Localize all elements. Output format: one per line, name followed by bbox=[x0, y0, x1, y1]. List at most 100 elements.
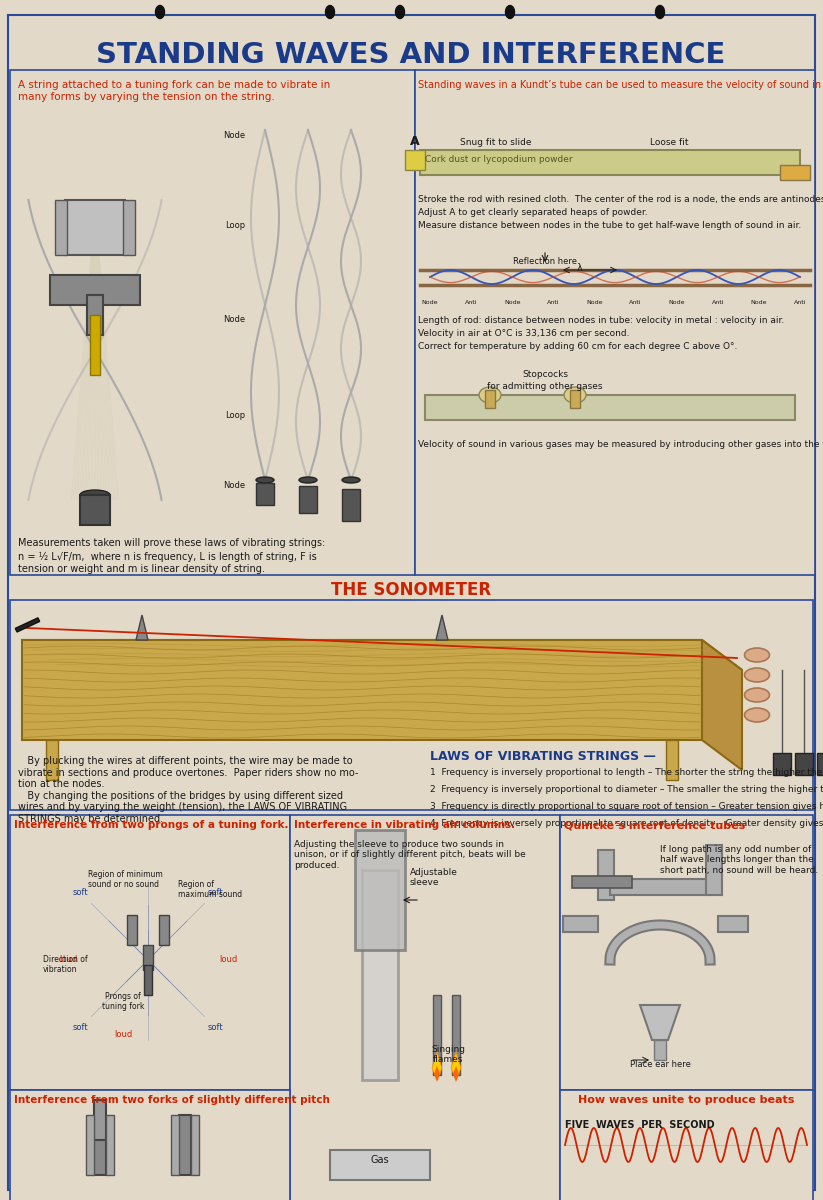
Bar bbox=[16, 618, 40, 632]
Text: Stopcocks: Stopcocks bbox=[522, 370, 568, 379]
Text: Anti: Anti bbox=[630, 300, 642, 305]
Ellipse shape bbox=[299, 476, 317, 482]
Bar bbox=[452, 995, 460, 1075]
Text: Node: Node bbox=[668, 300, 685, 305]
Text: loud: loud bbox=[219, 955, 237, 965]
Text: Correct for temperature by adding 60 cm for each degree C above O°.: Correct for temperature by adding 60 cm … bbox=[418, 342, 737, 350]
Polygon shape bbox=[22, 640, 702, 740]
Text: Direction of
vibration: Direction of vibration bbox=[43, 955, 87, 974]
Text: Adjustable
sleeve: Adjustable sleeve bbox=[410, 868, 458, 888]
Bar bbox=[50, 275, 140, 305]
Text: How waves unite to produce beats: How waves unite to produce beats bbox=[578, 1094, 794, 1105]
Ellipse shape bbox=[745, 648, 770, 662]
Text: Measure distance between nodes in the tube to get half-wave length of sound in a: Measure distance between nodes in the tu… bbox=[418, 221, 802, 230]
Bar bbox=[654, 1040, 666, 1060]
Text: for admitting other gases: for admitting other gases bbox=[487, 382, 602, 391]
Text: 4  Frequency is inversely proportional to square root of density – Greater densi: 4 Frequency is inversely proportional to… bbox=[430, 818, 823, 828]
Text: LAWS OF VIBRATING STRINGS —: LAWS OF VIBRATING STRINGS — bbox=[430, 750, 656, 763]
Text: Gas: Gas bbox=[370, 1154, 389, 1165]
Polygon shape bbox=[436, 614, 448, 640]
Text: Reflection here: Reflection here bbox=[513, 257, 577, 266]
Text: FIVE  WAVES  PER  SECOND: FIVE WAVES PER SECOND bbox=[565, 1120, 714, 1130]
Text: Anti: Anti bbox=[547, 300, 560, 305]
Text: soft: soft bbox=[73, 888, 89, 898]
Bar bbox=[405, 150, 425, 170]
Bar bbox=[598, 850, 614, 900]
Bar bbox=[171, 1115, 179, 1175]
Polygon shape bbox=[702, 640, 742, 770]
Bar bbox=[290, 815, 560, 1200]
Bar bbox=[10, 815, 290, 1090]
Bar bbox=[706, 845, 722, 895]
Text: Loose fit: Loose fit bbox=[650, 138, 689, 146]
Text: Interference from two prongs of a tuning fork.: Interference from two prongs of a tuning… bbox=[14, 820, 289, 830]
Ellipse shape bbox=[256, 476, 274, 482]
Ellipse shape bbox=[342, 476, 360, 482]
Text: Node: Node bbox=[751, 300, 767, 305]
Polygon shape bbox=[640, 1006, 680, 1040]
Bar bbox=[10, 1090, 290, 1200]
Text: Node: Node bbox=[421, 300, 439, 305]
Bar bbox=[817, 754, 823, 775]
Polygon shape bbox=[136, 614, 148, 640]
Bar bbox=[572, 876, 632, 888]
Bar bbox=[718, 916, 748, 932]
Bar bbox=[87, 295, 103, 335]
Bar bbox=[610, 878, 710, 895]
Bar bbox=[159, 914, 169, 946]
Bar bbox=[144, 965, 152, 995]
Ellipse shape bbox=[745, 708, 770, 722]
Bar bbox=[127, 914, 137, 946]
Text: Adjusting the sleeve to produce two sounds in
unison, or if of slightly differen: Adjusting the sleeve to produce two soun… bbox=[294, 840, 526, 870]
Text: Length of rod: distance between nodes in tube: velocity in metal : velocity in a: Length of rod: distance between nodes in… bbox=[418, 316, 784, 325]
Bar bbox=[80, 494, 110, 526]
Ellipse shape bbox=[655, 6, 664, 18]
Ellipse shape bbox=[745, 688, 770, 702]
Text: Anti: Anti bbox=[793, 300, 807, 305]
Text: soft: soft bbox=[207, 888, 223, 898]
Text: soft: soft bbox=[73, 1022, 89, 1032]
Bar bbox=[563, 916, 598, 932]
Bar bbox=[570, 390, 580, 408]
Ellipse shape bbox=[505, 6, 514, 18]
Bar bbox=[299, 486, 317, 514]
Bar bbox=[10, 70, 415, 575]
Text: Snug fit to slide: Snug fit to slide bbox=[460, 138, 532, 146]
Bar bbox=[106, 1115, 114, 1175]
Bar bbox=[46, 740, 58, 780]
Bar bbox=[90, 314, 100, 374]
Bar bbox=[342, 490, 360, 521]
Text: Loop: Loop bbox=[225, 221, 245, 229]
Bar bbox=[415, 70, 815, 575]
Text: Measurements taken will prove these laws of vibrating strings:: Measurements taken will prove these laws… bbox=[18, 538, 325, 548]
Bar bbox=[780, 164, 810, 180]
Text: If long path is any odd number of
half wave lengths longer than the
short path, : If long path is any odd number of half w… bbox=[660, 845, 818, 875]
Text: 2  Frequency is inversely proportional to diameter – The smaller the string the : 2 Frequency is inversely proportional to… bbox=[430, 785, 823, 794]
Polygon shape bbox=[434, 1066, 440, 1082]
Polygon shape bbox=[451, 1052, 461, 1080]
Text: Prongs of
tuning fork: Prongs of tuning fork bbox=[102, 992, 144, 1012]
Text: Node: Node bbox=[504, 300, 520, 305]
Bar bbox=[179, 1115, 191, 1175]
Text: Anti: Anti bbox=[712, 300, 724, 305]
Polygon shape bbox=[432, 1052, 442, 1080]
Text: λ: λ bbox=[577, 263, 583, 272]
Bar bbox=[191, 1115, 199, 1175]
Text: tension or weight and m is linear density of string.: tension or weight and m is linear densit… bbox=[18, 564, 265, 574]
Bar bbox=[94, 1115, 106, 1175]
Bar bbox=[420, 150, 800, 175]
Text: Region of minimum
sound or no sound: Region of minimum sound or no sound bbox=[88, 870, 163, 889]
Bar bbox=[55, 200, 67, 254]
Text: By plucking the wires at different points, the wire may be made to
vibrate in se: By plucking the wires at different point… bbox=[18, 756, 358, 824]
Text: Anti: Anti bbox=[465, 300, 477, 305]
Bar bbox=[123, 200, 135, 254]
Bar bbox=[10, 600, 813, 810]
Ellipse shape bbox=[479, 386, 501, 403]
Text: THE SONOMETER: THE SONOMETER bbox=[331, 581, 491, 599]
Ellipse shape bbox=[564, 386, 586, 403]
Text: 1  Frequency is inversely proportional to length – The shorter the string the hi: 1 Frequency is inversely proportional to… bbox=[430, 768, 823, 778]
Bar bbox=[795, 754, 813, 775]
Bar bbox=[355, 830, 405, 950]
Polygon shape bbox=[22, 640, 742, 670]
Bar bbox=[485, 390, 495, 408]
